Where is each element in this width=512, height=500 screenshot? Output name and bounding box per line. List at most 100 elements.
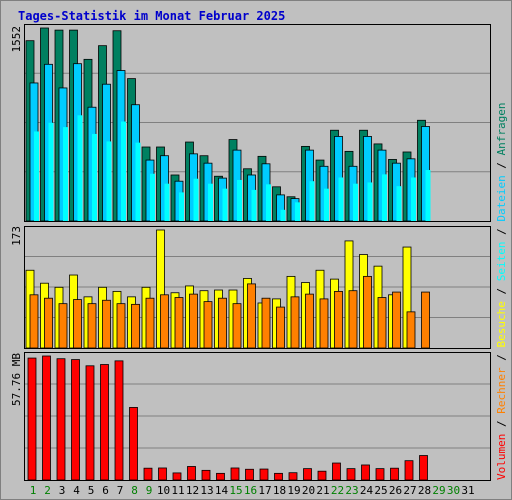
bar-seiten — [367, 182, 373, 221]
bar-seiten — [63, 127, 68, 221]
x-tick-label: 16 — [244, 484, 257, 497]
x-tick-label: 10 — [157, 484, 170, 497]
x-tick-label: 26 — [389, 484, 402, 497]
bar-rechner — [116, 303, 126, 349]
bar-volumen — [274, 472, 283, 481]
legend-item-dateien: Dateien — [495, 175, 508, 221]
chart-title: Tages-Statistik im Monat Februar 2025 — [18, 9, 285, 23]
bar-rechner — [87, 303, 97, 349]
bar-seiten — [295, 202, 300, 221]
x-tick-label: 3 — [59, 484, 66, 497]
bar-seiten — [237, 179, 242, 221]
x-tick-label: 30 — [447, 484, 460, 497]
y-axis-max-label: 173 — [10, 226, 23, 246]
bar-seiten — [425, 170, 431, 221]
bar-seiten — [164, 183, 170, 221]
bar-volumen — [375, 468, 385, 481]
x-tick-label: 20 — [302, 484, 315, 497]
bar-seiten — [382, 174, 387, 221]
x-tick-label: 5 — [88, 484, 95, 497]
x-tick-label: 11 — [171, 484, 184, 497]
legend-separator: / — [495, 348, 508, 368]
x-tick-label: 27 — [403, 484, 416, 497]
bar-rechner — [334, 290, 343, 349]
bar-rechner — [218, 297, 227, 349]
x-tick-labels: 1 2 3 4 5 6 7 8 9 10 11 12 13 14 15 16 17 18 19 20 21 22 23 24 2… — [30, 484, 475, 497]
x-tick-label: 6 — [102, 484, 109, 497]
legend-item-rechner: Rechner — [495, 367, 508, 414]
bar-rechner — [406, 311, 416, 349]
y-axis-labels: 1552 173 57.76 MB — [10, 26, 23, 406]
bar-volumen — [129, 407, 138, 481]
x-tick-label: 12 — [186, 484, 199, 497]
bar-seiten — [251, 189, 257, 221]
bar-seiten — [353, 183, 358, 221]
bar-rechner — [348, 290, 358, 349]
bar-rechner — [305, 293, 314, 349]
panels — [24, 24, 491, 481]
bar-seiten — [222, 188, 228, 221]
x-tick-label: 22 — [331, 484, 344, 497]
bar-volumen — [346, 468, 356, 481]
bar-seiten — [208, 183, 213, 221]
bar-volumen — [27, 357, 37, 481]
legend-separator: / — [495, 281, 508, 301]
bar-seiten — [193, 178, 199, 221]
bar-volumen — [56, 358, 66, 481]
bar-volumen — [230, 467, 240, 481]
legend-item-anfragen: Anfragen — [495, 102, 508, 155]
chart-marks — [25, 27, 431, 481]
x-tick-label: 13 — [200, 484, 213, 497]
x-tick-label: 8 — [131, 484, 138, 497]
bar-rechner — [44, 297, 53, 349]
bar-volumen — [42, 355, 51, 481]
x-tick-label: 23 — [345, 484, 358, 497]
legend-separator: / — [495, 222, 508, 242]
bar-rechner — [160, 294, 169, 349]
bar-volumen — [201, 469, 211, 481]
bar-seiten — [150, 173, 155, 221]
y-axis-max-label: 1552 — [10, 26, 23, 53]
bar-seiten — [92, 133, 97, 221]
bar-rechner — [421, 291, 430, 349]
bar-volumen — [361, 464, 370, 481]
legend-separator: / — [495, 155, 508, 175]
bar-volumen — [245, 468, 254, 481]
legend-item-besuche: Besuche — [495, 301, 508, 347]
x-tick-label: 15 — [229, 484, 242, 497]
bar-volumen — [259, 468, 269, 481]
bar-volumen — [404, 460, 414, 481]
bar-rechner — [392, 291, 401, 349]
x-tick-label: 24 — [360, 484, 374, 497]
x-tick-label: 28 — [418, 484, 431, 497]
x-tick-label: 1 — [30, 484, 37, 497]
x-tick-label: 31 — [461, 484, 474, 497]
bar-rechner — [145, 297, 155, 349]
bar-volumen — [332, 462, 341, 481]
bar-rechner — [29, 294, 39, 349]
bar-rechner — [232, 303, 242, 349]
x-tick-label: 7 — [117, 484, 124, 497]
bar-rechner — [131, 303, 140, 349]
x-tick-label: 18 — [273, 484, 286, 497]
bar-volumen — [71, 359, 80, 481]
bar-volumen — [216, 472, 225, 481]
legend-separator: / — [495, 414, 508, 434]
bar-seiten — [179, 192, 184, 221]
bar-volumen — [317, 470, 327, 481]
bar-rechner — [247, 283, 256, 349]
bar-seiten — [324, 188, 329, 221]
bar-rechner — [73, 299, 82, 349]
bar-volumen — [143, 467, 153, 481]
bar-seiten — [121, 121, 126, 221]
bar-seiten — [411, 177, 416, 221]
x-tick-label: 14 — [215, 484, 229, 497]
bar-rechner — [276, 306, 285, 349]
x-tick-label: 29 — [432, 484, 445, 497]
x-tick-label: 25 — [374, 484, 387, 497]
bar-rechner — [261, 297, 271, 349]
x-tick-label: 4 — [73, 484, 80, 497]
bar-seiten — [309, 181, 315, 221]
bar-volumen — [85, 365, 95, 481]
legend-item-volumen: Volumen — [495, 434, 508, 480]
